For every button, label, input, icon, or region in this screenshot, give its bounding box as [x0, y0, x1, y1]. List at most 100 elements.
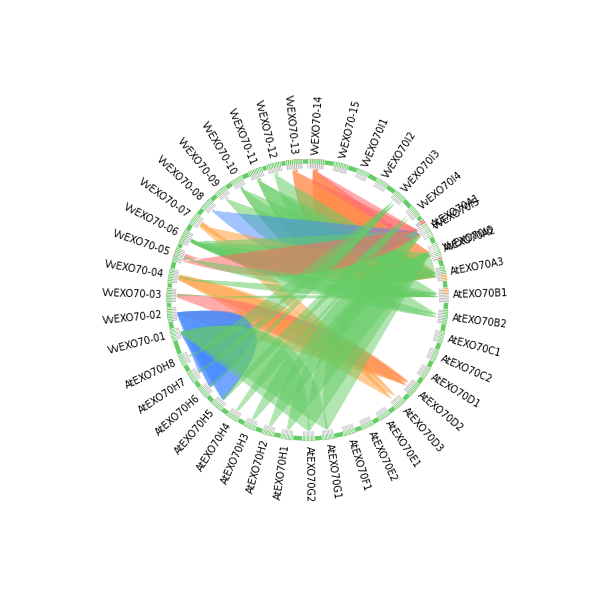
Polygon shape — [178, 352, 191, 366]
Text: AtEXO70E2: AtEXO70E2 — [365, 429, 398, 483]
Polygon shape — [257, 178, 438, 297]
Polygon shape — [370, 252, 436, 284]
Text: AtEXO70B1: AtEXO70B1 — [453, 288, 508, 300]
Polygon shape — [197, 201, 395, 373]
Text: VvEXO70-04: VvEXO70-04 — [104, 260, 165, 280]
Polygon shape — [359, 416, 374, 430]
Polygon shape — [313, 169, 421, 257]
Polygon shape — [428, 242, 443, 261]
Polygon shape — [198, 386, 205, 393]
Text: AtEXO70C2: AtEXO70C2 — [439, 353, 494, 385]
Polygon shape — [215, 403, 224, 411]
Polygon shape — [308, 159, 325, 169]
Polygon shape — [376, 406, 391, 421]
Text: VvEXO70-03: VvEXO70-03 — [101, 287, 162, 300]
Polygon shape — [211, 396, 226, 411]
Text: AtEXO70G1: AtEXO70G1 — [324, 443, 342, 500]
Polygon shape — [172, 335, 177, 341]
Polygon shape — [302, 431, 315, 441]
Polygon shape — [286, 159, 303, 170]
Polygon shape — [442, 309, 448, 324]
Text: VvEXO70I6: VvEXO70I6 — [442, 224, 495, 252]
Polygon shape — [201, 390, 209, 398]
Polygon shape — [221, 216, 409, 400]
Polygon shape — [343, 428, 356, 436]
Text: AtEXO70H6: AtEXO70H6 — [153, 393, 202, 437]
Polygon shape — [212, 209, 420, 262]
Polygon shape — [187, 370, 194, 379]
Polygon shape — [227, 408, 242, 422]
Text: AtEXO70H2: AtEXO70H2 — [245, 438, 271, 495]
Text: VvEXO70I5: VvEXO70I5 — [431, 196, 482, 232]
Text: VvEXO70-07: VvEXO70-07 — [137, 176, 192, 220]
Polygon shape — [281, 429, 294, 440]
Polygon shape — [167, 159, 448, 441]
Polygon shape — [199, 222, 396, 400]
Polygon shape — [187, 368, 201, 383]
Polygon shape — [422, 223, 433, 238]
Polygon shape — [198, 383, 213, 398]
Polygon shape — [230, 175, 245, 189]
Polygon shape — [355, 168, 370, 182]
Polygon shape — [189, 213, 204, 228]
Polygon shape — [172, 247, 185, 264]
Text: VvEXO70-09: VvEXO70-09 — [175, 136, 221, 189]
Polygon shape — [432, 243, 442, 258]
Polygon shape — [287, 252, 430, 429]
Polygon shape — [412, 382, 420, 390]
Polygon shape — [293, 169, 431, 267]
Polygon shape — [266, 162, 281, 169]
Polygon shape — [178, 353, 187, 366]
Polygon shape — [192, 213, 200, 222]
Text: VvEXO70-10: VvEXO70-10 — [199, 120, 238, 177]
Polygon shape — [421, 366, 431, 379]
Polygon shape — [313, 169, 436, 280]
Polygon shape — [225, 197, 436, 281]
Polygon shape — [167, 307, 172, 313]
Text: AtEXO70H5: AtEXO70H5 — [173, 407, 217, 457]
Polygon shape — [170, 328, 176, 336]
Polygon shape — [439, 287, 449, 302]
Polygon shape — [426, 347, 439, 362]
Polygon shape — [201, 198, 216, 214]
Polygon shape — [190, 239, 437, 318]
Polygon shape — [167, 277, 173, 283]
Text: VvEXO70-08: VvEXO70-08 — [155, 154, 205, 203]
Polygon shape — [177, 311, 409, 385]
Text: VvEXO70-15: VvEXO70-15 — [338, 99, 362, 160]
Polygon shape — [394, 191, 406, 202]
Polygon shape — [373, 178, 388, 192]
Text: AtEXO70H4: AtEXO70H4 — [195, 420, 233, 473]
Text: VvEXO70I4: VvEXO70I4 — [416, 169, 464, 211]
Polygon shape — [323, 252, 430, 429]
Text: VvEXO70I2: VvEXO70I2 — [382, 129, 419, 180]
Polygon shape — [262, 425, 275, 437]
Text: AtEXO70D2: AtEXO70D2 — [416, 390, 466, 434]
Text: VvEXO70I3: VvEXO70I3 — [400, 147, 443, 194]
Polygon shape — [177, 293, 409, 386]
Polygon shape — [174, 247, 181, 257]
Polygon shape — [394, 398, 406, 409]
Text: AtEXO70G2: AtEXO70G2 — [304, 446, 314, 502]
Polygon shape — [178, 276, 438, 297]
Polygon shape — [274, 173, 436, 280]
Polygon shape — [322, 434, 334, 440]
Polygon shape — [181, 326, 310, 431]
Polygon shape — [167, 268, 179, 284]
Polygon shape — [244, 422, 256, 431]
Text: VvEXO70-13: VvEXO70-13 — [283, 94, 299, 156]
Polygon shape — [332, 162, 349, 174]
Polygon shape — [190, 239, 436, 283]
Polygon shape — [269, 233, 421, 426]
Polygon shape — [178, 274, 410, 386]
Polygon shape — [442, 273, 447, 281]
Polygon shape — [406, 206, 420, 221]
Polygon shape — [184, 256, 438, 297]
Text: AtEXO70A2: AtEXO70A2 — [442, 225, 497, 254]
Text: VvEXO70-01: VvEXO70-01 — [107, 331, 168, 356]
Polygon shape — [182, 229, 422, 276]
Polygon shape — [286, 160, 295, 165]
Polygon shape — [419, 219, 433, 238]
Text: AtEXO70F1: AtEXO70F1 — [346, 437, 373, 492]
Polygon shape — [166, 307, 178, 322]
